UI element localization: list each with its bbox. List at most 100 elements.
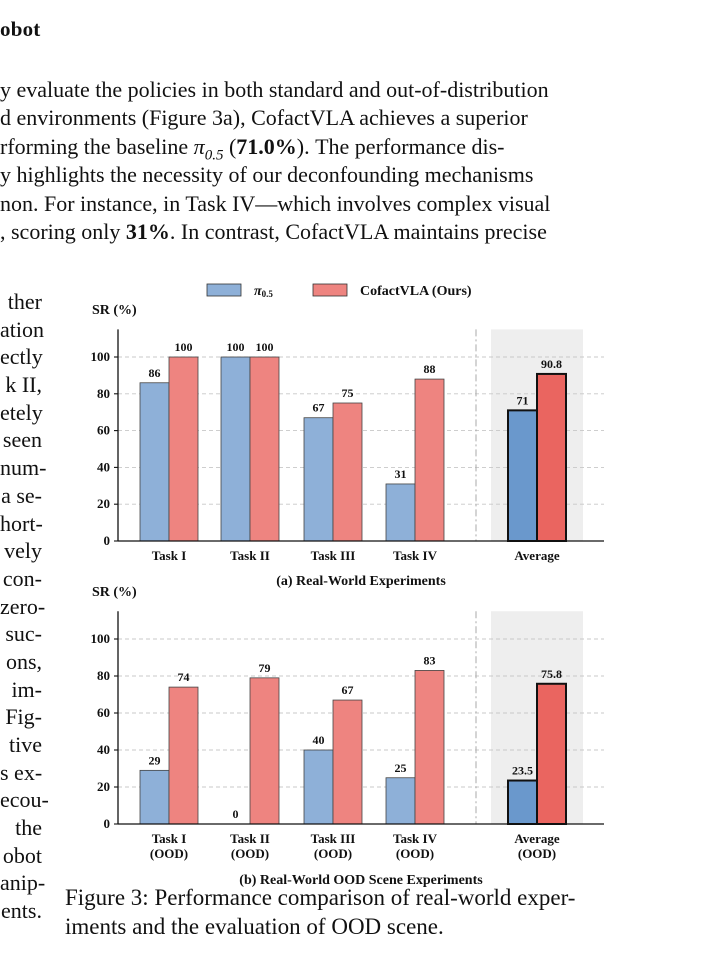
side-text-line: ation <box>0 316 44 342</box>
x-tick-label: Task IV <box>393 831 438 846</box>
bar-baseline <box>507 409 538 542</box>
y-tick-label: 20 <box>97 779 110 794</box>
text-run: non. For instance, in Task IV—which invo… <box>0 190 551 216</box>
side-text-line: obot <box>2 842 42 868</box>
chart-subtitle: (a) Real-World Experiments <box>276 574 446 589</box>
bar-ours <box>168 356 199 542</box>
side-text-line: the <box>15 815 42 841</box>
side-text-line: zero- <box>0 593 46 619</box>
caption-line: iments and the evaluation of OOD scene. <box>65 913 444 939</box>
bar-value-label: 75 <box>342 386 354 400</box>
bar-value-label: 67 <box>342 683 354 697</box>
bar-value-label: 25 <box>395 761 407 775</box>
side-text-line: etely <box>0 399 43 425</box>
side-text-line: ecou- <box>0 787 49 813</box>
side-text-line: ons, <box>5 648 42 674</box>
x-tick-label: (OOD) <box>314 846 352 861</box>
bar-baseline <box>507 779 538 826</box>
bar-value-label: 90.8 <box>541 357 562 371</box>
x-tick-label: Task III <box>311 548 356 563</box>
bar-ours <box>249 677 280 825</box>
bold-value: 31% <box>125 218 170 244</box>
bar-baseline <box>385 777 416 825</box>
legend-baseline-subscript: 0.5 <box>262 289 274 299</box>
y-tick-label: 100 <box>91 631 111 646</box>
side-text-line: k II, <box>5 372 42 398</box>
paragraph-line: rforming the baseline π0.5 (71.0%). The … <box>0 133 640 164</box>
bar-value-label: 23.5 <box>512 764 533 778</box>
x-tick-label: Task I <box>152 831 187 846</box>
bar-value-label: 0 <box>233 807 239 821</box>
side-text-line: ectly <box>0 344 43 370</box>
bar-value-label: 29 <box>149 753 161 767</box>
paragraph-line: non. For instance, in Task IV—which invo… <box>0 190 640 218</box>
y-tick-label: 40 <box>97 742 110 757</box>
bar-ours <box>536 682 567 826</box>
text-run: rforming the baseline <box>0 133 194 159</box>
legend-label-ours: CofactVLA (Ours) <box>360 284 472 299</box>
y-axis-label: SR (%) <box>92 585 137 600</box>
section-heading: obot <box>0 17 41 41</box>
bar-ours <box>332 699 363 825</box>
bar-ours <box>332 402 363 542</box>
body-paragraph: y evaluate the policies in both standard… <box>0 76 640 246</box>
side-text-line: hort- <box>0 510 43 536</box>
bar-value-label: 75.8 <box>541 667 562 681</box>
side-text-line: im- <box>11 676 42 702</box>
x-tick-label: Average <box>514 548 559 563</box>
x-tick-label: Task II <box>230 831 270 846</box>
text-run: ( <box>223 133 237 159</box>
bar-value-label: 100 <box>227 340 245 354</box>
side-text-line: anip- <box>0 870 46 896</box>
bar-value-label: 100 <box>175 340 193 354</box>
bar-value-label: 31 <box>395 467 407 481</box>
x-tick-label: Task I <box>152 548 187 563</box>
bar-value-label: 100 <box>256 340 274 354</box>
figure-caption: Figure 3: Performance comparison of real… <box>65 884 575 941</box>
paragraph-line: , scoring only 31%. In contrast, CofactV… <box>0 218 640 246</box>
text-run: . In contrast, CofactVLA maintains preci… <box>169 218 547 244</box>
bar-value-label: 74 <box>178 670 190 684</box>
x-tick-label: (OOD) <box>231 846 269 861</box>
bar-ours <box>168 686 199 825</box>
x-tick-label: Task III <box>311 831 356 846</box>
bar-baseline <box>139 769 170 825</box>
y-tick-label: 60 <box>97 705 110 720</box>
bar-value-label: 86 <box>149 366 161 380</box>
x-tick-label: (OOD) <box>150 846 188 861</box>
paragraph-line: d environments (Figure 3a), CofactVLA ac… <box>0 104 640 132</box>
y-tick-label: 0 <box>104 816 111 831</box>
text-run: ). The performance dis- <box>296 133 505 159</box>
chart-subtitle: (b) Real-World OOD Scene Experiments <box>239 873 483 888</box>
math-symbol: π <box>193 133 205 159</box>
side-text-line: vely <box>4 538 42 564</box>
text-run: y highlights the necessity of our deconf… <box>0 162 534 188</box>
text-run: , scoring only <box>0 218 126 244</box>
text-run: d environments (Figure 3a), CofactVLA ac… <box>0 105 528 131</box>
side-text-line: con- <box>2 565 42 591</box>
y-tick-label: 100 <box>91 349 111 364</box>
legend-label-baseline: π0.5 <box>254 284 273 299</box>
left-column-text: ther ation ectly k II, etely seen num-a se-hor… <box>0 288 49 925</box>
x-tick-label: Task IV <box>393 548 438 563</box>
y-tick-label: 40 <box>97 459 110 474</box>
y-tick-label: 60 <box>97 423 110 438</box>
x-tick-label: (OOD) <box>396 846 434 861</box>
side-text-line: num- <box>0 455 47 481</box>
bold-value: 71.0% <box>236 133 297 159</box>
bar-baseline <box>303 749 334 825</box>
side-text-line: s ex- <box>0 759 43 785</box>
paragraph-line: y evaluate the policies in both standard… <box>0 76 640 104</box>
side-text-line: ents. <box>1 898 42 924</box>
math-symbol: 0.5 <box>204 147 224 164</box>
side-text-line: a se- <box>1 482 42 508</box>
side-text-line: suc- <box>5 621 42 647</box>
y-tick-label: 20 <box>97 496 110 511</box>
bar-value-label: 79 <box>259 661 271 675</box>
x-tick-label: Average <box>514 831 559 846</box>
bar-value-label: 71 <box>517 393 529 407</box>
bar-baseline <box>139 382 170 542</box>
bar-value-label: 88 <box>424 362 436 376</box>
y-axis-label: SR (%) <box>92 303 137 318</box>
legend-baseline-symbol: π <box>254 284 262 299</box>
